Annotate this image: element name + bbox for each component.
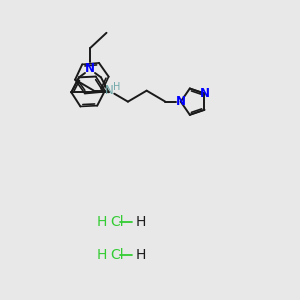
Text: N: N: [200, 87, 209, 100]
Text: H: H: [97, 248, 107, 262]
Text: Cl: Cl: [110, 248, 124, 262]
Text: N: N: [176, 95, 186, 108]
Text: N: N: [85, 61, 95, 74]
Text: Cl: Cl: [110, 215, 124, 229]
Text: H: H: [112, 82, 120, 92]
Text: N: N: [105, 84, 114, 97]
Text: H: H: [136, 215, 146, 229]
Text: H: H: [136, 248, 146, 262]
Text: H: H: [97, 215, 107, 229]
